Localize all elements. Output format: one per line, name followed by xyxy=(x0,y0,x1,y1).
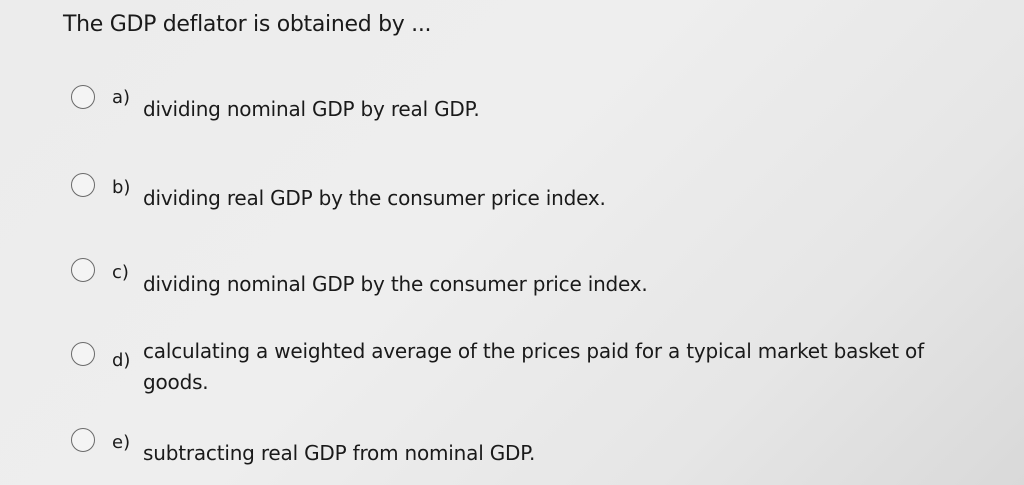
radio-button[interactable] xyxy=(71,428,95,452)
option-text: dividing nominal GDP by the consumer pri… xyxy=(143,272,648,296)
radio-button[interactable] xyxy=(71,258,95,282)
option-label: c) xyxy=(112,262,129,283)
radio-button[interactable] xyxy=(71,173,95,197)
option-text: calculating a weighted average of the pr… xyxy=(143,339,924,394)
radio-button[interactable] xyxy=(71,85,95,109)
option-label: e) xyxy=(112,432,131,453)
option-text: dividing real GDP by the consumer price … xyxy=(143,186,606,210)
option-text: subtracting real GDP from nominal GDP. xyxy=(143,441,536,465)
option-text: dividing nominal GDP by real GDP. xyxy=(143,97,480,121)
question-text: The GDP deflator is obtained by ... xyxy=(63,12,432,37)
option-label: b) xyxy=(112,177,131,198)
radio-button[interactable] xyxy=(71,342,95,366)
option-label: a) xyxy=(112,87,131,108)
option-label: d) xyxy=(112,350,131,371)
